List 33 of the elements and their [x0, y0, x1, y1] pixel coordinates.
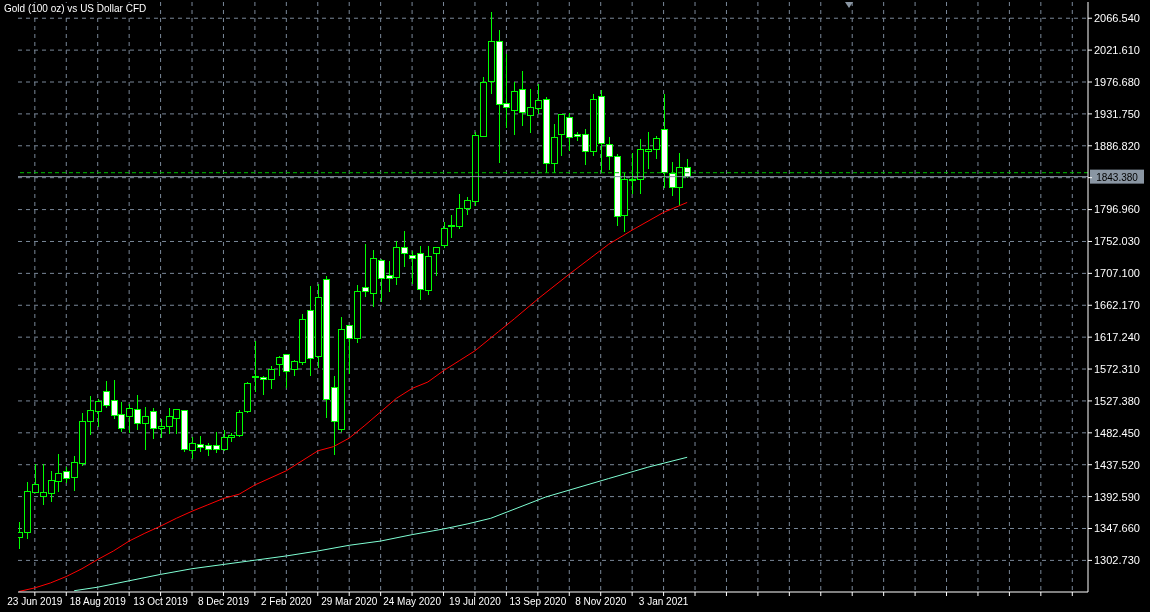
y-tick-label: 1437.520 [1094, 458, 1140, 471]
line-series [18, 201, 688, 592]
candlestick [244, 381, 251, 413]
y-tick-label: 1976.680 [1094, 75, 1140, 88]
chart-title: Gold (100 oz) vs US Dollar CFD [4, 3, 147, 14]
x-tick-label: 13 Oct 2019 [133, 596, 189, 608]
y-tick-label: 2066.540 [1094, 12, 1140, 25]
ref-line-label: 1843.380 [1096, 171, 1139, 183]
y-tick-label: 1392.590 [1094, 490, 1140, 503]
y-tick-label: 1617.240 [1094, 331, 1140, 344]
y-tick-label: 1931.750 [1094, 107, 1140, 120]
y-tick-label: 1482.450 [1094, 426, 1140, 439]
x-tick-label: 13 Sep 2020 [509, 596, 567, 608]
y-tick-label: 1662.170 [1094, 299, 1140, 312]
x-tick-label: 24 May 2020 [383, 596, 442, 608]
x-tick-label: 18 Aug 2019 [69, 596, 127, 608]
y-tick-label: 1707.100 [1094, 267, 1140, 280]
y-tick-label: 1752.030 [1094, 235, 1140, 248]
x-tick-label: 8 Dec 2019 [197, 596, 250, 608]
y-tick-label: 1527.380 [1094, 394, 1140, 407]
x-tick-label: 8 Nov 2020 [575, 596, 627, 608]
x-tick-label: 29 Mar 2020 [321, 596, 378, 608]
y-tick-label: 1572.310 [1094, 362, 1140, 375]
line-series [73, 456, 688, 592]
x-tick-label: 2 Feb 2020 [261, 596, 313, 608]
y-tick-label: 1796.960 [1094, 203, 1140, 216]
x-tick-label: 3 Jan 2021 [638, 596, 689, 608]
x-tick-label: 23 Jun 2019 [7, 596, 63, 608]
y-tick-label: 1886.820 [1094, 139, 1140, 152]
y-tick-label: 2021.610 [1094, 44, 1140, 57]
x-tick-label: 19 Jul 2020 [449, 596, 502, 608]
y-tick-label: 1302.730 [1094, 554, 1140, 567]
y-tick-label: 1347.660 [1094, 522, 1140, 535]
